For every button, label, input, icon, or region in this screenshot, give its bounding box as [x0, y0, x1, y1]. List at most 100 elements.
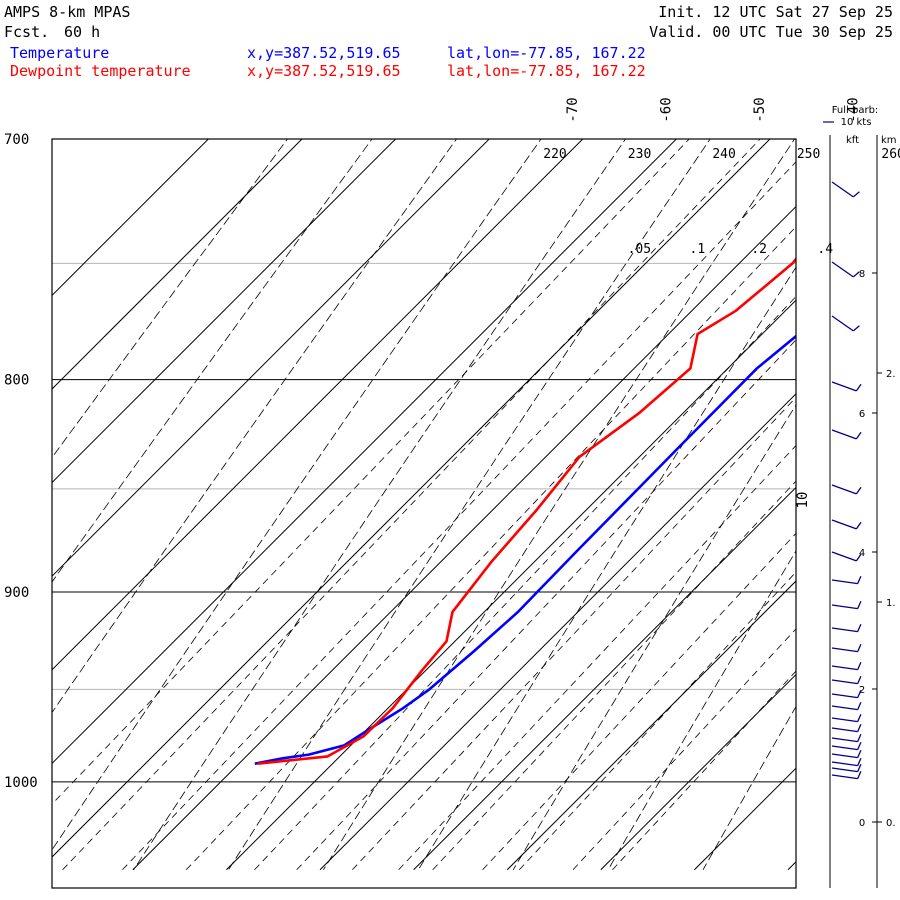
dry-adiabat: [52, 139, 373, 583]
pressure-tick-label: 700: [4, 132, 29, 148]
wind-barb-flag: [855, 383, 862, 392]
wind-barb-flag: [857, 742, 862, 750]
wind-barb: [831, 181, 854, 198]
kft-tick-label: 4: [859, 548, 865, 559]
wind-barb-flag: [855, 486, 862, 495]
isotherm: [52, 139, 678, 765]
isotherm: [882, 113, 900, 870]
dry-adiabat: [893, 113, 900, 870]
wind-barb: [831, 737, 858, 743]
wind-barb-flag: [857, 714, 862, 722]
wind-barb-flag: [857, 601, 862, 609]
wind-barb-flag: [855, 431, 862, 440]
kft-label: kft: [846, 135, 859, 146]
theta-label: 230: [628, 147, 651, 162]
wind-barb: [831, 745, 858, 751]
temp-latlon: lat,lon=-77.85, 167.22: [447, 44, 646, 62]
temperature-tick-label: -60: [658, 97, 674, 122]
theta-label: 220: [543, 147, 566, 162]
wind-barb: [831, 261, 854, 278]
isotherm: [52, 139, 490, 577]
km-label: km: [881, 135, 897, 146]
wind-barb: [831, 679, 858, 685]
wind-barb-flag: [857, 576, 862, 584]
wind-barb-flag: [857, 750, 862, 758]
dry-adiabat: [228, 139, 711, 871]
axis-labels: 7008009001000-70-60-50-40-30-20-10010220…: [4, 97, 900, 790]
kft-tick-label: 6: [859, 409, 865, 420]
isotherm: [52, 139, 210, 297]
isotherm: [319, 393, 796, 871]
wind-barb: [831, 753, 858, 759]
wind-barb-flag: [852, 191, 860, 198]
km-tick-label: 1.: [886, 598, 896, 609]
wind-barb: [831, 551, 857, 562]
wind-barb: [831, 519, 857, 530]
mixing-ratio-line: [52, 139, 690, 805]
mixing-ratio-line: [62, 139, 761, 871]
dry-adiabat: [607, 550, 796, 871]
wind-barb-flag: [857, 702, 862, 710]
theta-label: 250: [797, 147, 820, 162]
temperature-tick-label: -40: [846, 97, 862, 122]
wind-barb: [831, 727, 858, 733]
km-tick-label: 0.: [886, 818, 896, 829]
temperature-line: [254, 334, 796, 765]
wind-barb: [831, 484, 857, 495]
wind-barb: [831, 693, 858, 699]
dewpoint-line: [257, 256, 796, 765]
theta-label: 260: [881, 147, 900, 162]
km-tick-label: 2.: [886, 369, 896, 380]
isotherm: [52, 139, 771, 858]
wind-barb: [831, 717, 858, 723]
mixing-ratio-label: .2: [751, 242, 767, 257]
wind-barb-flag: [857, 690, 862, 698]
isotherm: [52, 139, 397, 484]
isotherm: [413, 486, 796, 871]
wind-barb-flag: [852, 271, 860, 278]
dry-adiabat: [512, 404, 796, 871]
pressure-tick-label: 800: [4, 373, 29, 389]
wind-barb-flag: [855, 553, 862, 562]
mixing-ratio-line: [122, 161, 796, 871]
dew-latlon: lat,lon=-77.85, 167.22: [447, 62, 646, 80]
forecast-label: Fcst.: [4, 23, 49, 41]
isotherm: [600, 673, 796, 871]
dry-adiabat: [52, 139, 457, 714]
mixing-ratio-label: .05: [628, 242, 651, 257]
temp-xy: x,y=387.52,519.65: [247, 44, 401, 62]
sounding-series: [254, 256, 796, 765]
model-title: AMPS 8-km MPAS: [4, 3, 130, 21]
isotherm: [52, 139, 303, 390]
isotherm: [132, 205, 796, 871]
wind-barb-flag: [857, 734, 862, 742]
temperature-tick-label: -50: [752, 97, 768, 122]
wind-barb-flag: [857, 676, 862, 684]
wind-barb-flag: [855, 521, 862, 530]
pressure-tick-label: 900: [4, 585, 29, 601]
wind-barb: [831, 761, 858, 767]
wind-barb-flag: [857, 764, 862, 772]
wind-barb: [831, 767, 858, 773]
dry-adiabat: [323, 139, 796, 871]
dew-xy: x,y=387.52,519.65: [247, 62, 401, 80]
kft-tick-label: 0: [859, 818, 865, 829]
dry-adiabat: [52, 139, 542, 851]
mixing-ratio-label: .1: [690, 242, 706, 257]
kft-tick-label: 8: [859, 269, 865, 280]
wind-panel: Full barb: 10 kts kft km 8 6 4 2 0 2. 1. 0.: [823, 105, 897, 888]
wind-barb-flag: [857, 624, 862, 632]
barb-legend-title: Full barb:: [832, 105, 879, 116]
wind-barb-flag: [857, 644, 862, 652]
dry-adiabat: [417, 266, 796, 871]
barb-legend-speed: 10 kts: [841, 117, 872, 128]
dry-adiabat: [52, 139, 288, 459]
theta-label: 240: [712, 147, 735, 162]
wind-barb: [831, 665, 858, 671]
valid-time: Valid. 00 UTC Tue 30 Sep 25: [649, 23, 893, 41]
mixing-ratio-label: .4: [817, 242, 833, 257]
wind-barb: [831, 627, 858, 633]
wind-barb-flag: [857, 771, 862, 779]
wind-barb: [831, 315, 854, 332]
